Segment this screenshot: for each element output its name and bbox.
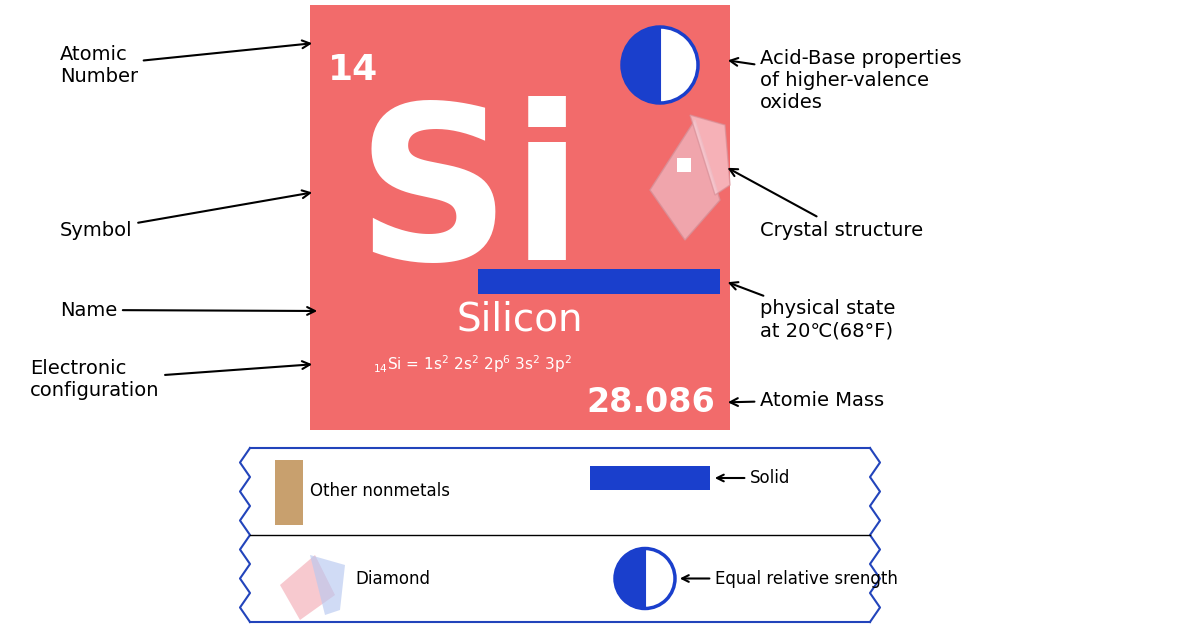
Text: Solid: Solid xyxy=(718,469,791,487)
Text: Si: Si xyxy=(355,96,584,305)
Bar xyxy=(677,158,691,172)
Bar xyxy=(590,466,710,490)
Text: Crystal structure: Crystal structure xyxy=(730,169,923,239)
Polygon shape xyxy=(310,555,346,615)
Text: $_{14}$Si = 1s$^2$ 2s$^2$ 2p$^6$ 3s$^2$ 3p$^2$: $_{14}$Si = 1s$^2$ 2s$^2$ 2p$^6$ 3s$^2$ … xyxy=(373,354,572,375)
Circle shape xyxy=(616,548,674,609)
Text: Other nonmetals: Other nonmetals xyxy=(310,482,450,501)
Wedge shape xyxy=(616,548,646,609)
Polygon shape xyxy=(690,115,730,195)
Bar xyxy=(275,460,302,525)
Bar xyxy=(310,5,730,430)
Text: Silicon: Silicon xyxy=(457,301,583,338)
Text: Electronic
configuration: Electronic configuration xyxy=(30,359,310,401)
Text: Atomie Mass: Atomie Mass xyxy=(730,391,884,409)
Text: 14: 14 xyxy=(328,53,378,87)
Text: physical state
at 20℃(68°F): physical state at 20℃(68°F) xyxy=(730,282,895,340)
Bar xyxy=(478,269,720,294)
Text: 28.086: 28.086 xyxy=(587,386,715,419)
Text: Symbol: Symbol xyxy=(60,190,310,239)
Text: Diamond: Diamond xyxy=(355,570,430,588)
Text: Acid-Base properties
of higher-valence
oxides: Acid-Base properties of higher-valence o… xyxy=(730,48,961,112)
Text: Name: Name xyxy=(60,301,314,320)
Polygon shape xyxy=(280,555,335,620)
Wedge shape xyxy=(622,27,660,103)
Text: Equal relative srength: Equal relative srength xyxy=(682,570,898,588)
Circle shape xyxy=(622,27,698,103)
Text: Atomic
Number: Atomic Number xyxy=(60,40,310,85)
Polygon shape xyxy=(650,120,720,240)
